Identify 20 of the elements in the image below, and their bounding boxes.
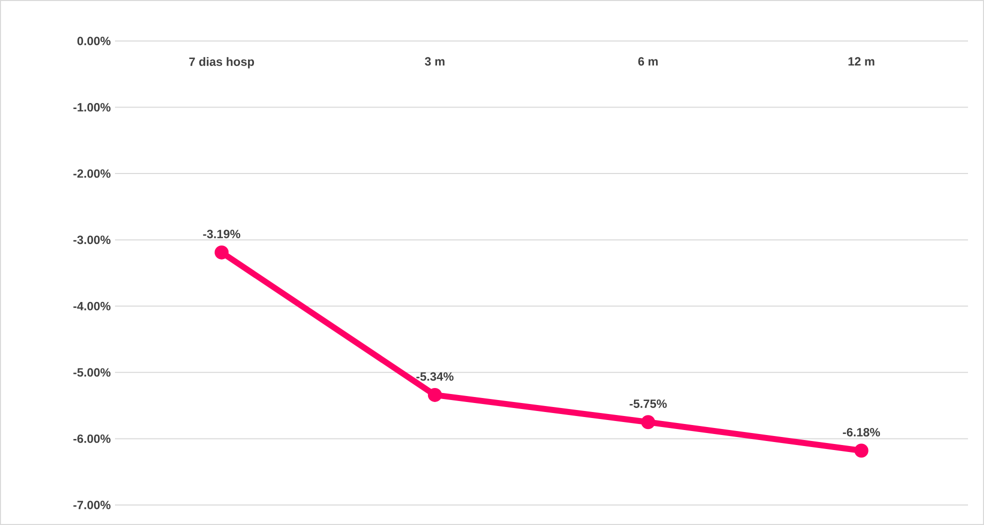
x-tick-label: 6 m xyxy=(638,57,658,66)
point xyxy=(641,415,656,430)
x-tick-label: 3 m xyxy=(424,57,444,66)
y-tick-label: -3.00% xyxy=(73,236,111,244)
data-label: -3.19% xyxy=(203,230,240,238)
x-tick-label: 12 m xyxy=(848,57,874,66)
y-tick-label: -5.00% xyxy=(73,368,111,377)
x-tick-label: 7 dias hosp xyxy=(189,57,254,68)
data-label: -5.34% xyxy=(416,372,454,381)
point xyxy=(428,388,442,402)
y-tick-label: -2.00% xyxy=(73,169,111,178)
y-tick-label: -1.00% xyxy=(73,103,111,112)
point xyxy=(854,444,868,458)
point xyxy=(214,245,229,260)
y-tick-label: -4.00% xyxy=(73,302,111,310)
data-label: -5.75% xyxy=(630,400,667,408)
y-tick-label: 0.00% xyxy=(77,36,111,46)
y-tick-label: -7.00% xyxy=(73,500,111,510)
y-tick-label: -6.00% xyxy=(73,434,111,443)
data-label: -6.18% xyxy=(842,428,880,436)
